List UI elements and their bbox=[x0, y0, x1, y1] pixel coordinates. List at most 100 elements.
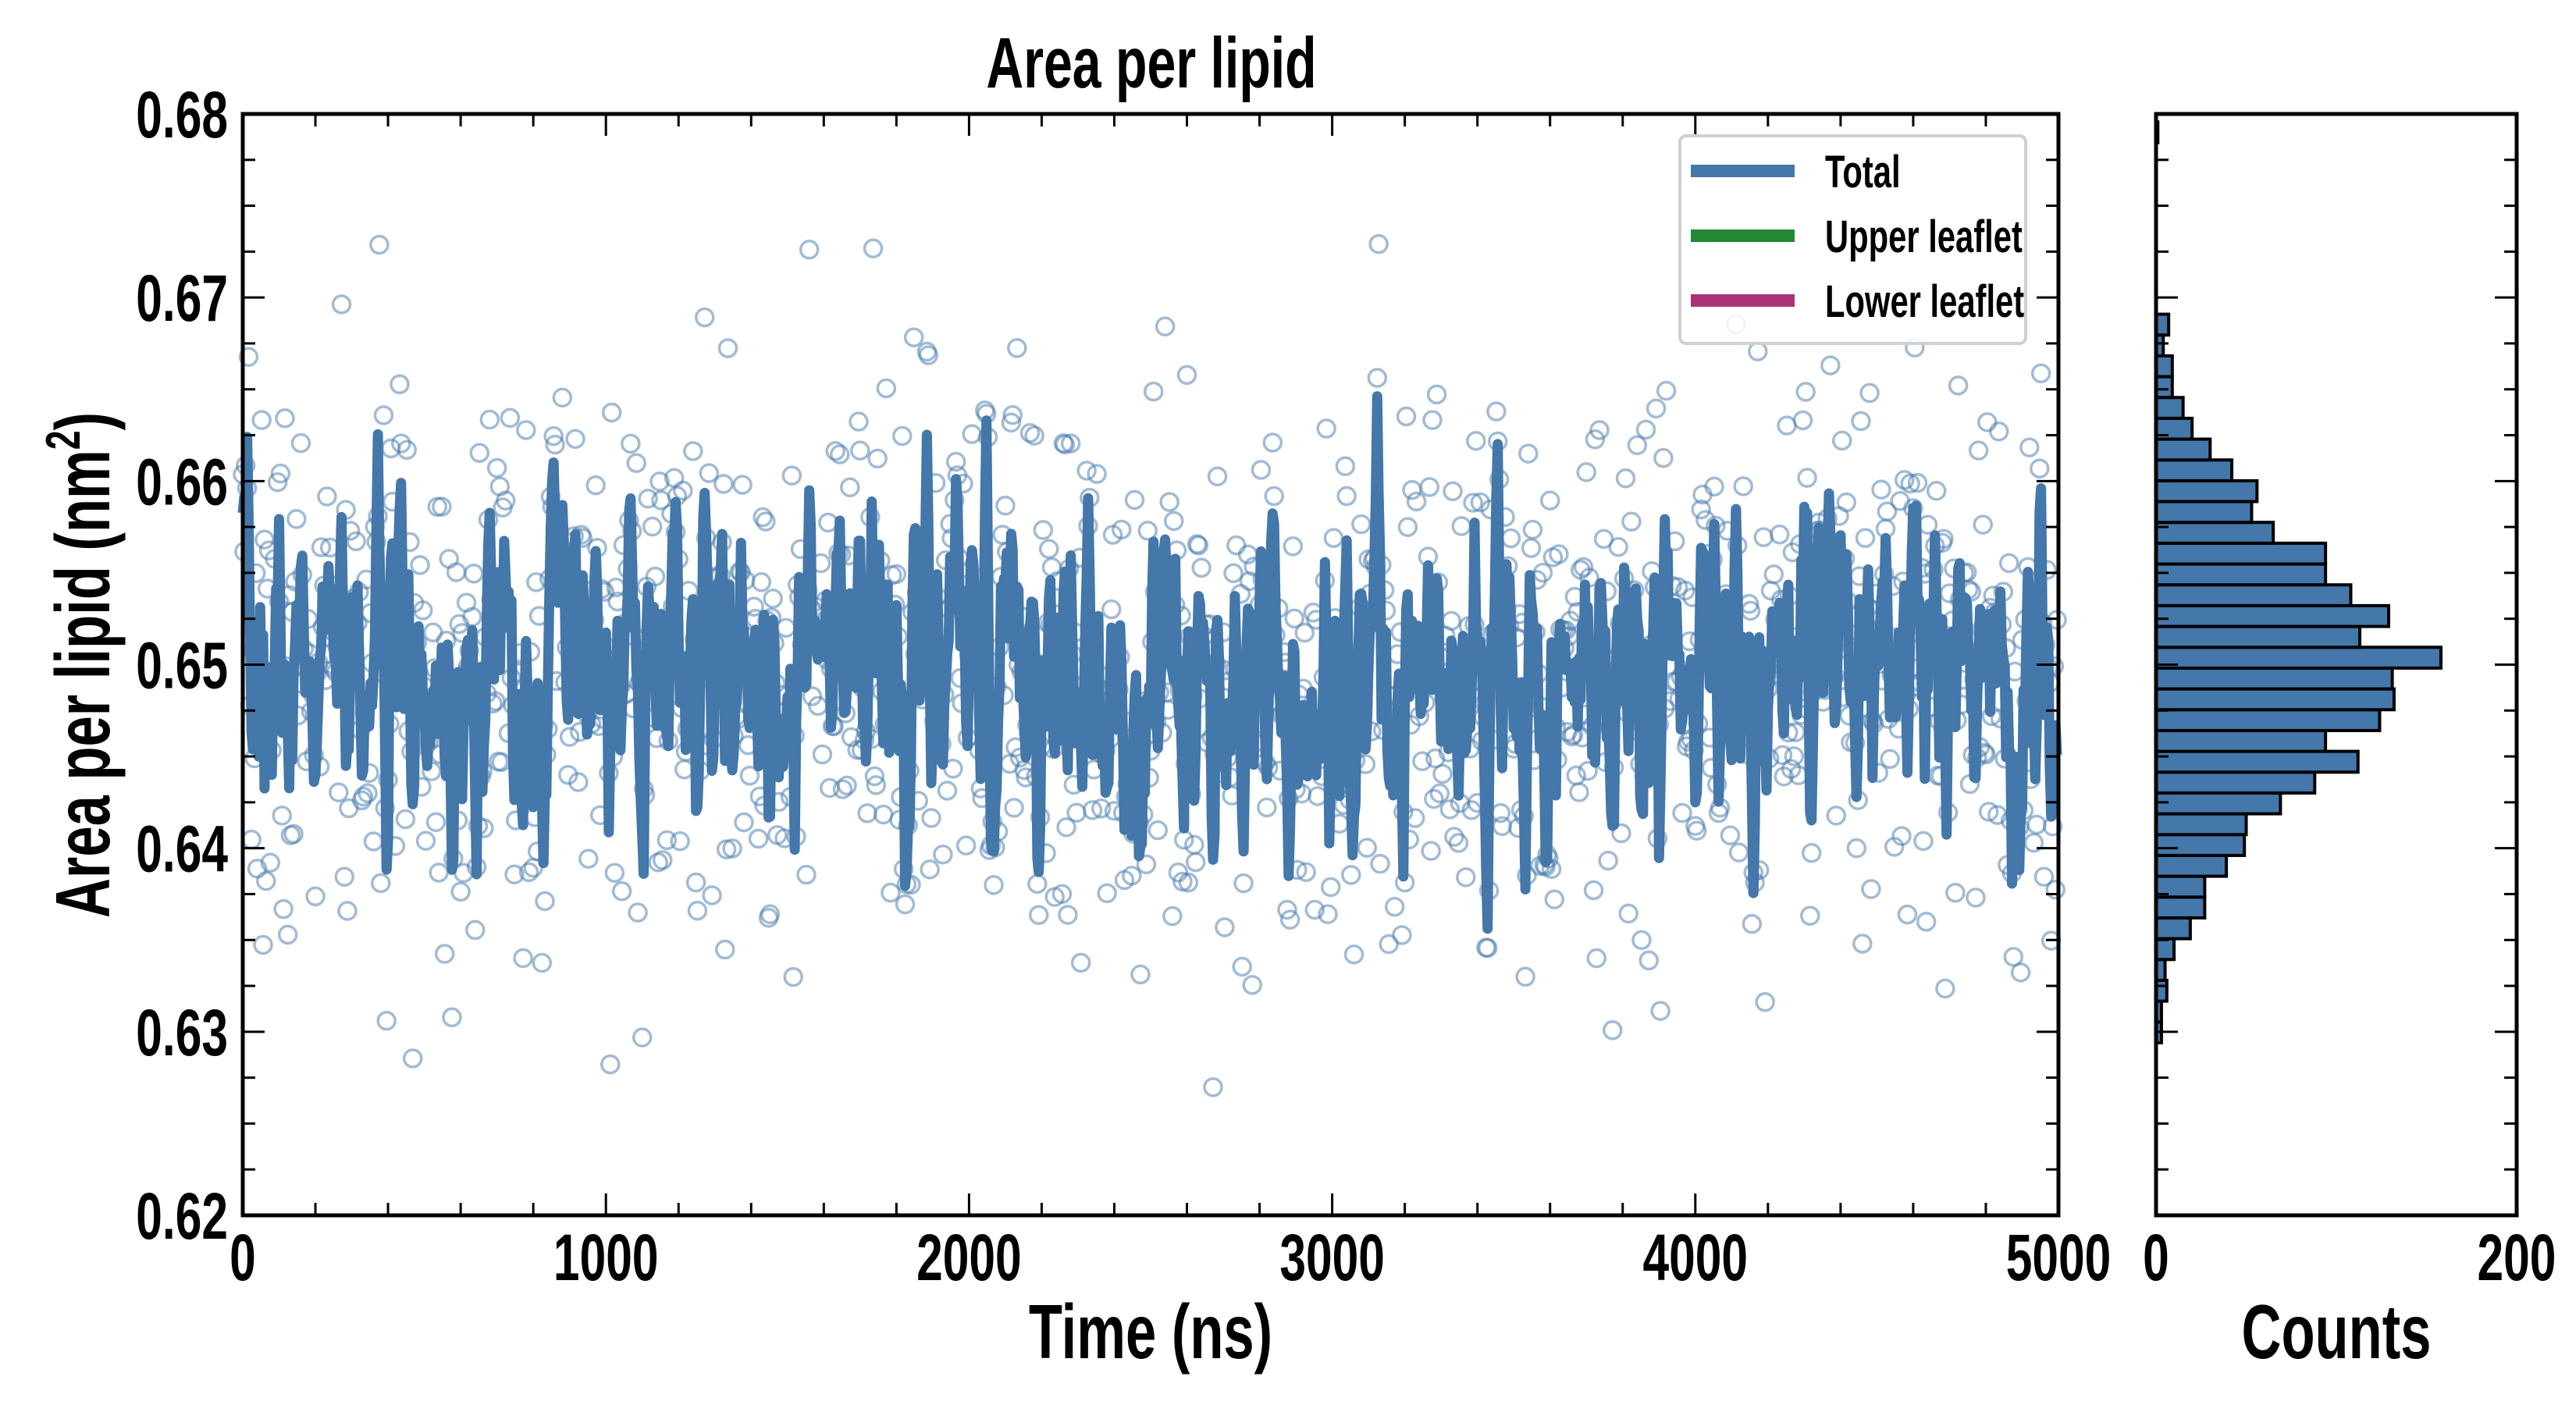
scatter-point bbox=[251, 410, 272, 430]
histogram-bar bbox=[2154, 541, 2328, 566]
scatter-point bbox=[781, 465, 802, 486]
histogram-bar bbox=[2154, 375, 2174, 400]
x-axis-label: Time (ns) bbox=[1029, 1290, 1272, 1375]
scatter-point bbox=[552, 387, 573, 408]
y-tick-label: 0.68 bbox=[136, 78, 228, 151]
main-plot-area bbox=[233, 112, 2067, 1218]
histogram-bar bbox=[2154, 749, 2360, 774]
scatter-point bbox=[373, 405, 394, 425]
scatter-point bbox=[1082, 800, 1103, 820]
scatter-point bbox=[381, 438, 401, 459]
scatter-point bbox=[1028, 905, 1049, 925]
scatter-point bbox=[760, 904, 781, 925]
y-tick-label: 0.67 bbox=[136, 261, 228, 335]
scatter-point bbox=[1880, 749, 1900, 770]
scatter-point bbox=[369, 234, 390, 255]
scatter-point bbox=[446, 562, 467, 582]
scatter-point bbox=[1432, 763, 1453, 784]
scatter-point bbox=[1891, 826, 1912, 846]
scatter-point bbox=[1421, 841, 1441, 861]
scatter-point bbox=[1544, 889, 1565, 910]
scatter-point bbox=[1855, 528, 1876, 549]
scatter-point bbox=[1772, 745, 1793, 766]
histogram-bar bbox=[2154, 437, 2212, 462]
scatter-point bbox=[796, 864, 817, 885]
scatter-point bbox=[840, 477, 860, 498]
scatter-point bbox=[739, 766, 760, 786]
scatter-point bbox=[1539, 490, 1560, 510]
scatter-point bbox=[670, 831, 690, 852]
scatter-point bbox=[1742, 913, 1763, 934]
scatter-point bbox=[1367, 368, 1388, 388]
scatter-point bbox=[277, 924, 298, 945]
scatter-point bbox=[1451, 516, 1471, 536]
scatter-point bbox=[1777, 415, 1797, 436]
scatter-point bbox=[937, 781, 958, 801]
scatter-point bbox=[532, 952, 553, 973]
scatter-point bbox=[1656, 380, 1677, 401]
scatter-point bbox=[267, 471, 288, 493]
scatter-point bbox=[358, 783, 378, 803]
legend-label-lower-leaflet: Lower leaflet bbox=[1825, 276, 2024, 326]
scatter-point bbox=[945, 451, 966, 472]
scatter-point bbox=[1357, 838, 1378, 858]
scatter-point bbox=[395, 809, 416, 830]
scatter-point bbox=[1948, 375, 1969, 396]
scatter-point bbox=[653, 850, 673, 870]
scatter-point bbox=[1007, 338, 1027, 358]
histogram-bar bbox=[2154, 646, 2443, 670]
scatter-point bbox=[812, 744, 833, 765]
x-tick-label: 1000 bbox=[553, 1221, 659, 1294]
histogram-bar bbox=[2154, 895, 2207, 919]
scatter-point bbox=[253, 934, 273, 955]
scatter-point bbox=[1792, 410, 1813, 431]
scatter-point bbox=[1935, 978, 1955, 999]
scatter-point bbox=[353, 786, 374, 807]
scatter-point bbox=[849, 411, 869, 432]
scatter-point bbox=[1122, 866, 1142, 886]
scatter-point bbox=[2030, 363, 2051, 384]
scatter-point bbox=[1087, 464, 1107, 484]
scatter-point bbox=[1176, 365, 1197, 386]
scatter-point bbox=[1913, 831, 1934, 852]
x-tick-label: 4000 bbox=[1643, 1221, 1749, 1294]
histogram-bar bbox=[2154, 916, 2192, 941]
scatter-point bbox=[1412, 751, 1432, 772]
scatter-point bbox=[1583, 880, 1604, 901]
scatter-point bbox=[286, 509, 307, 529]
scatter-point bbox=[1164, 510, 1184, 532]
scatter-point bbox=[513, 948, 533, 969]
scatter-point bbox=[645, 566, 666, 587]
scatter-point bbox=[275, 408, 295, 429]
scatter-point bbox=[1159, 492, 1179, 512]
scatter-point bbox=[1589, 420, 1610, 440]
scatter-point bbox=[391, 433, 411, 454]
scatter-point bbox=[1576, 462, 1596, 482]
scatter-point bbox=[585, 475, 606, 496]
scatter-point bbox=[273, 898, 294, 919]
scatter-point bbox=[1871, 479, 1891, 500]
scatter-point bbox=[776, 617, 796, 638]
scatter-point bbox=[1379, 934, 1399, 955]
scatter-point bbox=[984, 875, 1004, 895]
scatter-point bbox=[1336, 486, 1357, 507]
y-tick-label: 0.65 bbox=[136, 629, 228, 702]
scatter-point bbox=[832, 779, 853, 799]
scatter-point bbox=[955, 835, 977, 855]
scatter-point bbox=[241, 829, 262, 850]
scatter-point bbox=[626, 453, 647, 473]
scatter-point bbox=[1188, 535, 1209, 556]
scatter-point bbox=[1611, 823, 1631, 844]
scatter-point bbox=[1323, 528, 1344, 548]
scatter-point bbox=[713, 474, 734, 494]
scatter-point bbox=[1720, 825, 1741, 846]
scatter-point bbox=[376, 1011, 397, 1031]
x-tick-label: 3000 bbox=[1279, 1221, 1385, 1294]
scatter-point bbox=[1112, 519, 1132, 540]
scatter-point bbox=[694, 307, 715, 328]
scatter-point bbox=[1966, 887, 1986, 908]
scatter-point bbox=[1308, 786, 1328, 806]
scatter-point bbox=[1691, 499, 1711, 520]
scatter-point bbox=[1207, 466, 1228, 487]
histogram-bar bbox=[2154, 562, 2328, 587]
